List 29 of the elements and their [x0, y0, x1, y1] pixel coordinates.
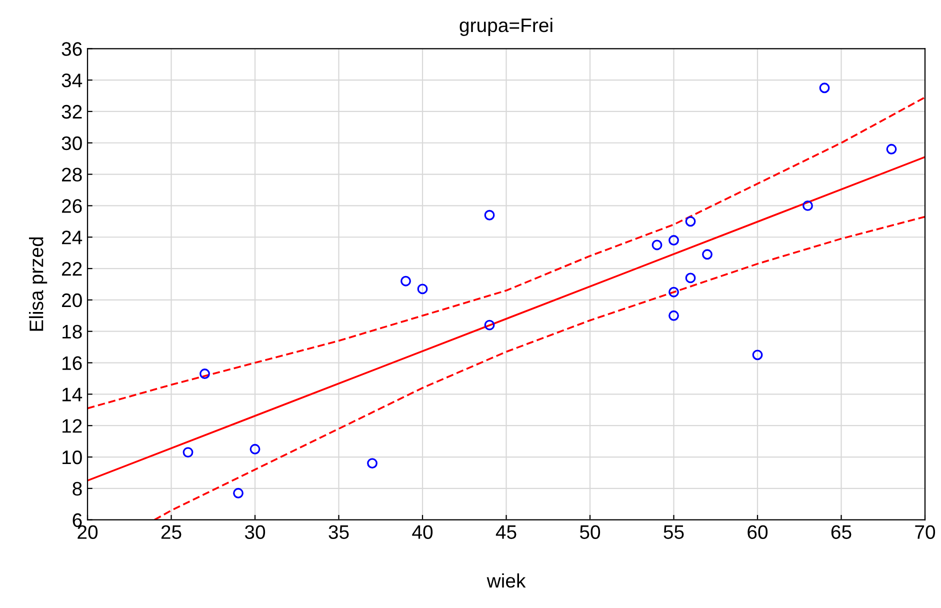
y-tick-label: 20 — [62, 293, 82, 308]
y-tick-label: 16 — [62, 356, 82, 370]
x-tick-label: 40 — [412, 525, 433, 539]
y-axis-title: Elisa przed — [29, 237, 48, 331]
y-tick-label: 30 — [62, 136, 82, 150]
y-tick-label: 14 — [62, 388, 82, 402]
y-tick-label: 32 — [62, 104, 82, 119]
y-tick-label: 26 — [62, 199, 82, 213]
x-tick-label: 35 — [328, 525, 349, 539]
x-tick-label: 30 — [244, 525, 266, 539]
x-tick-label: 60 — [748, 525, 768, 539]
y-tick-label: 6 — [72, 513, 82, 528]
y-tick-label: 18 — [62, 324, 82, 339]
y-tick-label: 8 — [72, 482, 82, 496]
y-tick-label: 28 — [62, 168, 82, 182]
y-tick-label: 10 — [62, 450, 82, 464]
x-tick-label: 55 — [664, 525, 684, 539]
x-axis-title: wiek — [486, 573, 526, 588]
x-tick-label: 70 — [915, 525, 936, 539]
x-tick-label: 45 — [496, 525, 516, 539]
x-tick-label: 25 — [161, 525, 182, 539]
x-tick-label: 50 — [580, 525, 600, 539]
chart-title: grupa=Frei — [460, 18, 552, 36]
x-tick-label: 65 — [831, 525, 852, 539]
y-tick-label: 24 — [62, 230, 82, 244]
y-tick-label: 34 — [62, 74, 82, 88]
y-tick-label: 12 — [62, 419, 82, 433]
y-tick-label: 36 — [62, 42, 82, 56]
y-tick-label: 22 — [62, 262, 82, 276]
